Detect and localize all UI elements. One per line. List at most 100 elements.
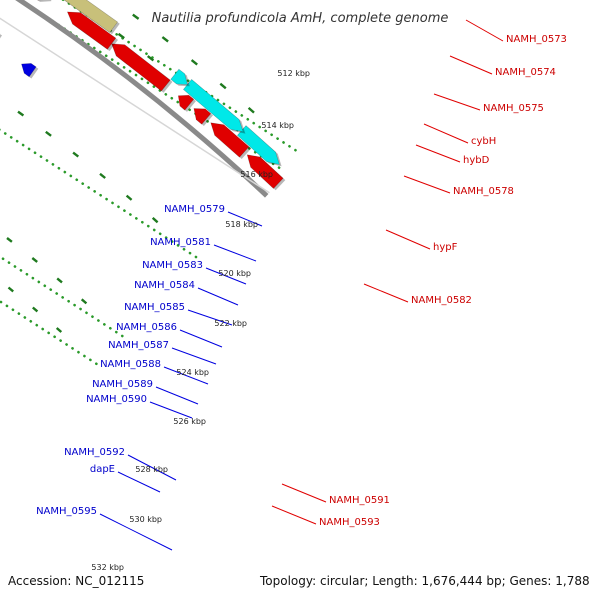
gene-namh-0578b: [66, 11, 118, 52]
gene-cybh: [177, 94, 196, 112]
tick-label-4: 518 kbp: [225, 220, 258, 229]
gene-hybd: [170, 68, 190, 87]
leader-left-2: [213, 244, 257, 262]
gene-label-left-8: NAMH_0589: [92, 379, 153, 390]
tick-track-3: [0, 299, 98, 366]
gene-body-hypf: [63, 0, 118, 33]
tick-mark-3-3: [99, 172, 106, 179]
tick-label-1: 512 kbp: [277, 69, 310, 78]
tick-mark-2-2: [56, 277, 63, 284]
leader-left-10: [149, 401, 193, 419]
gene-label-4: hybD: [463, 155, 490, 166]
gene-namh-0576: [193, 108, 213, 126]
gene-namh-0573: [236, 125, 282, 167]
gene-namh-0574: [210, 122, 252, 159]
tick-mark-4-2: [6, 237, 13, 243]
tick-mark-4-5: [161, 36, 169, 43]
tick-label-8: 526 kbp: [173, 417, 206, 426]
tick-mark-1-3: [151, 217, 159, 224]
gene-label-left-0: NAMH_0579: [164, 204, 225, 215]
gene-body-namh-0572: [246, 154, 284, 189]
gene-namh-0575: [182, 78, 246, 134]
gene-shade-namh-0580: [37, 0, 52, 2]
gene-label-left-12: NAMH_0595: [36, 506, 97, 517]
tick-mark-3-1: [7, 286, 14, 293]
gene-namh-0579: [21, 63, 39, 79]
tick-label-11: 532 kbp: [91, 563, 124, 572]
gene-namh-0583: [0, 33, 2, 39]
gene-body-namh-0573: [236, 125, 280, 165]
leader-right-2: [449, 55, 493, 75]
leader-left-9: [155, 386, 199, 405]
gene-label-left-3: NAMH_0584: [134, 280, 195, 291]
tick-mark-1-5: [247, 106, 255, 114]
gene-label-left-5: NAMH_0586: [116, 322, 177, 333]
tick-mark-1-2: [80, 298, 88, 305]
gene-label-8: NAMH_0591: [329, 495, 390, 506]
leader-right-8: [363, 283, 409, 303]
gene-label-2: NAMH_0575: [483, 103, 544, 114]
gene-body-hybd: [170, 68, 188, 85]
tick-mark-2-3: [125, 194, 133, 201]
gene-label-left-7: NAMH_0588: [100, 359, 161, 370]
gene-namh-0580: [37, 0, 52, 2]
tick-mark-4-3: [72, 151, 80, 158]
leader-left-12: [117, 471, 161, 493]
tick-label-3: 516 kbp: [240, 170, 273, 179]
leader-left-8: [163, 366, 209, 385]
gene-labels: 512 kbp 514 kbp 516 kbp 518 kbp 520 kbp 522 k…: [36, 34, 567, 572]
genome-backbone: [0, 0, 270, 198]
gene-body-namh-0579: [21, 63, 37, 78]
leader-right-4: [423, 123, 469, 144]
tick-label-9: 528 kbp: [135, 465, 168, 474]
leader-left-5: [187, 309, 233, 326]
label-leaders: [99, 19, 504, 551]
gene-body-namh-0576: [193, 108, 212, 125]
leader-right-3: [433, 93, 481, 111]
tick-mark-5-5: [132, 13, 140, 20]
tick-label-10: 530 kbp: [129, 515, 162, 524]
leader-right-6: [403, 175, 451, 194]
gene-hypf: [63, 0, 120, 35]
gene-label-left-1: NAMH_0581: [150, 237, 211, 248]
leader-right-7: [385, 229, 431, 250]
leader-left-11: [127, 454, 177, 481]
tick-mark-1-1: [55, 327, 63, 333]
gene-label-1: NAMH_0574: [495, 67, 556, 78]
leader-left-4: [197, 287, 239, 306]
gene-label-9: NAMH_0593: [319, 517, 380, 528]
tick-mark-3-5: [190, 59, 198, 66]
leader-left-1: [227, 211, 263, 227]
topology-text: Topology: circular; Length: 1,676,444 bp…: [260, 574, 590, 588]
tick-mark-3-2: [31, 257, 38, 263]
tick-label-2: 514 kbp: [261, 121, 294, 130]
gene-label-0: NAMH_0573: [506, 34, 567, 45]
gene-body-namh-0578b: [66, 11, 117, 50]
tick-label-7: 524 kbp: [176, 368, 209, 377]
gene-label-7: NAMH_0582: [411, 295, 472, 306]
gene-label-left-11: dapE: [90, 464, 115, 475]
backbone-highlight: [0, 17, 270, 194]
leader-right-1: [465, 19, 504, 42]
leader-left-7: [171, 347, 217, 365]
tick-label-6: 522 kbp: [214, 319, 247, 328]
leader-right-5: [415, 144, 461, 163]
gene-body-cybh: [177, 94, 195, 111]
leader-left-13: [99, 513, 173, 551]
map-title: Nautilia profundicola AmH, complete geno…: [152, 11, 449, 26]
tick-mark-5-3: [45, 130, 52, 137]
tick-label-5: 520 kbp: [218, 269, 251, 278]
leader-right-9: [281, 483, 327, 503]
gene-label-left-6: NAMH_0587: [108, 340, 169, 351]
leader-left-6: [179, 329, 223, 348]
leader-right-10: [271, 505, 317, 525]
backbone-arc: [15, 0, 269, 198]
tick-track-2: [0, 255, 124, 338]
gene-features: [0, 0, 286, 191]
tick-mark-4-4: [146, 55, 155, 62]
tick-mark-2-5: [219, 82, 227, 90]
gene-namh-0578: [111, 43, 173, 93]
leader-left-3: [205, 267, 247, 285]
